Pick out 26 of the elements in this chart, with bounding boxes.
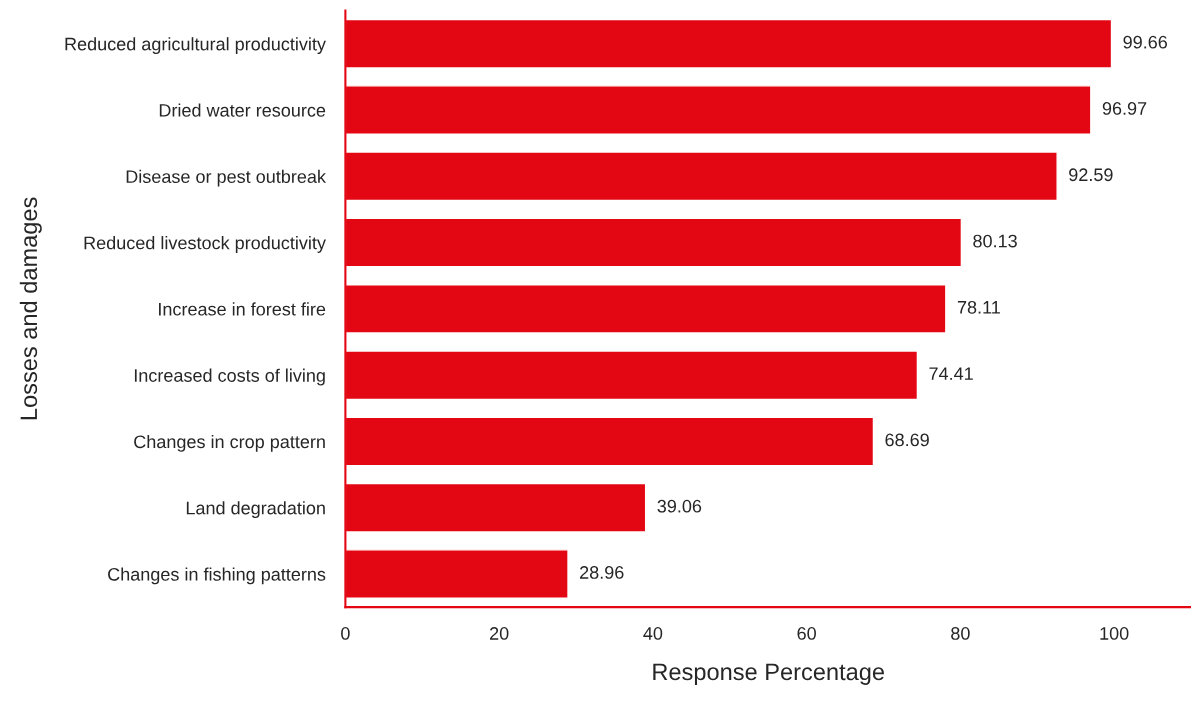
data-label: 28.96	[580, 566, 624, 579]
y-tick-label: Reduced agricultural productivity	[65, 37, 326, 55]
y-tick-label: Changes in fishing patterns	[108, 567, 326, 585]
data-label: 96.97	[1102, 102, 1147, 115]
data-label: 74.41	[929, 367, 973, 380]
x-tick-label: 20	[490, 627, 509, 640]
y-tick-label: Changes in crop pattern	[134, 434, 325, 452]
y-tick-label: Increased costs of living	[134, 368, 325, 386]
y-tick-label: Reduced livestock productivity	[84, 236, 326, 253]
data-label: 39.06	[657, 499, 702, 513]
data-label: 68.69	[885, 433, 929, 447]
data-label: 80.13	[973, 234, 1017, 248]
data-label: 78.11	[957, 300, 1000, 314]
x-tick-label: 100	[1100, 627, 1129, 640]
y-tick-label: Increase in forest fire	[159, 302, 326, 316]
y-tick-label: Dried water resource	[159, 103, 326, 117]
x-tick-label: 40	[643, 627, 663, 640]
x-axis-title: Response Percentage	[653, 663, 884, 685]
data-label: 99.66	[1123, 35, 1168, 49]
x-tick-label: 80	[951, 627, 970, 640]
data-label: 92.59	[1069, 168, 1113, 182]
x-tick-label: 60	[797, 627, 816, 640]
y-tick-label: Land degradation	[186, 501, 325, 519]
x-tick-label: 0	[341, 627, 350, 640]
y-tick-label: Disease or pest outbreak	[126, 169, 326, 187]
y-axis-title: Losses and damages	[19, 197, 42, 420]
